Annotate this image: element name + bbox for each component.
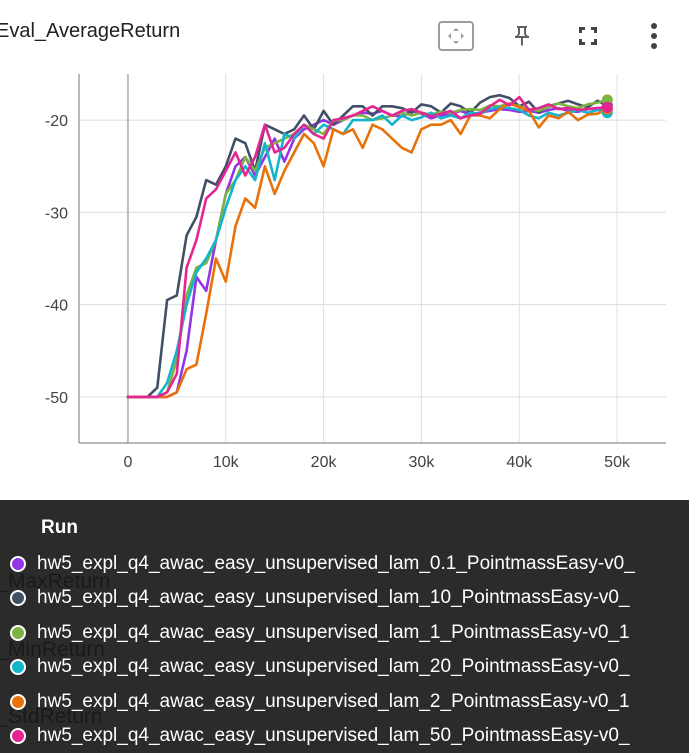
line-chart[interactable]: -20 -30 -40 -50 0 10k 20k 30k 40k 50k: [0, 60, 689, 480]
y-tick-label: -40: [45, 298, 68, 315]
run-label: hw5_expl_q4_awac_easy_unsupervised_lam_5…: [37, 725, 630, 746]
chart-title: Eval_AverageReturn: [0, 20, 181, 42]
y-tick-label: -50: [45, 390, 68, 407]
series-end-dots: [601, 94, 613, 119]
run-color-swatch: [10, 728, 26, 744]
run-row: hw5_expl_q4_awac_easy_unsupervised_lam_2…: [10, 652, 630, 682]
run-label: hw5_expl_q4_awac_easy_unsupervised_lam_0…: [37, 553, 635, 574]
x-tick-label: 10k: [213, 454, 240, 471]
series-line: [126, 93, 609, 399]
axes: -20 -30 -40 -50 0 10k 20k 30k 40k 50k: [45, 74, 666, 471]
ghost-title: al_StdReturn: [0, 705, 103, 728]
run-row: hw5_expl_q4_awac_easy_unsupervised_lam_2…: [10, 687, 630, 717]
run-color-swatch: [10, 624, 26, 641]
pin-button[interactable]: [502, 16, 542, 56]
run-label: hw5_expl_q4_awac_easy_unsupervised_lam_1…: [37, 621, 630, 643]
series-line: [126, 105, 609, 399]
run-color-swatch: [10, 693, 26, 710]
series-line: [126, 102, 609, 399]
grid: [79, 74, 666, 443]
underlying-card-titles: al_MaxReturn al_MinReturn al_StdReturn: [0, 500, 280, 753]
x-tick-label: 0: [123, 454, 132, 471]
more-options-button[interactable]: [634, 16, 674, 56]
ghost-title: al_MinReturn: [0, 638, 105, 661]
pin-icon: [515, 26, 529, 46]
x-tick-label: 50k: [604, 454, 631, 471]
run-color-swatch: [10, 556, 26, 572]
x-tick-label: 40k: [506, 454, 533, 471]
y-tick-label: -20: [45, 113, 68, 130]
run-label: hw5_expl_q4_awac_easy_unsupervised_lam_1…: [37, 587, 630, 609]
series-end-dot: [601, 101, 613, 113]
series-line: [126, 95, 609, 399]
fit-domain-icon: [438, 21, 474, 51]
more-vert-icon: [651, 23, 657, 49]
fullscreen-button[interactable]: [568, 16, 608, 56]
ghost-title: al_MaxReturn: [0, 570, 111, 593]
run-row: hw5_expl_q4_awac_easy_unsupervised_lam_1…: [10, 618, 630, 648]
run-row: hw5_expl_q4_awac_easy_unsupervised_lam_5…: [10, 721, 630, 751]
run-header: Run: [41, 517, 78, 538]
run-tooltip: al_MaxReturn al_MinReturn al_StdReturn R…: [0, 500, 689, 753]
y-tick-label: -30: [45, 205, 68, 222]
run-row: hw5_expl_q4_awac_easy_unsupervised_lam_0…: [10, 549, 635, 579]
run-row: hw5_expl_q4_awac_easy_unsupervised_lam_1…: [10, 583, 630, 613]
fullscreen-icon: [579, 27, 597, 45]
run-label: hw5_expl_q4_awac_easy_unsupervised_lam_2…: [37, 690, 630, 712]
run-color-swatch: [10, 590, 26, 607]
run-label: hw5_expl_q4_awac_easy_unsupervised_lam_2…: [37, 656, 630, 678]
x-tick-label: 30k: [409, 454, 436, 471]
series-lines: [126, 93, 609, 399]
x-tick-label: 20k: [311, 454, 338, 471]
run-color-swatch: [10, 659, 26, 676]
fit-domain-button[interactable]: [436, 16, 476, 56]
